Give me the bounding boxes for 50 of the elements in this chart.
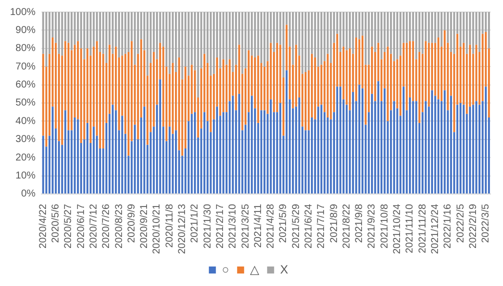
x-tick-label: 2021/1/2	[190, 204, 201, 243]
x-tick-label: 2021/6/24	[303, 204, 314, 248]
x-tick-label: 2021/11/10	[404, 204, 416, 254]
x-tick-label: 2021/5/9	[278, 204, 290, 243]
x-tick-label: 2020/9/21	[139, 204, 150, 248]
x-tick-label: 2021/4/28	[266, 204, 277, 248]
x-tick-label: 2020/7/26	[101, 204, 112, 248]
x-tick-label: 2021/7/17	[316, 204, 328, 248]
x-tick-label: 2020/10/21	[152, 204, 163, 254]
y-tick-label: 100%	[10, 6, 36, 18]
x-tick-label: 2020/8/23	[114, 204, 125, 248]
y-tick-label: 90%	[16, 24, 36, 36]
x-tick-label: 2021/10/24	[392, 204, 404, 254]
x-tick-label: 2020/9/9	[126, 204, 138, 243]
x-tick-label: 2020/4/22	[38, 204, 49, 248]
x-tick-label: 2021/2/17	[214, 204, 226, 248]
x-tick-label: 2021/11/28	[417, 204, 428, 254]
x-tick-label: 2020/6/17	[76, 204, 87, 248]
y-tick-label: 10%	[16, 170, 36, 182]
x-tick-label: 2020/11/8	[164, 204, 176, 248]
x-tick-label: 2022/1/16	[442, 204, 454, 248]
y-tick-label: 20%	[16, 152, 36, 164]
y-tick-label: 40%	[16, 116, 36, 127]
x-tick-label: 2021/5/29	[290, 204, 302, 248]
y-tick-label: 50%	[16, 98, 36, 109]
x-tick-label: 2021/3/25	[240, 204, 252, 248]
x-tick-label: 2021/1/30	[202, 204, 214, 248]
x-tick-label: 2021/8/22	[341, 204, 352, 248]
x-tick-label: 2022/2/19	[468, 204, 479, 248]
y-tick-label: 80%	[16, 43, 36, 54]
y-tick-label: 30%	[16, 134, 36, 146]
x-tick-label: 2020/5/6	[50, 204, 62, 243]
x-tick-label: 2021/10/8	[379, 204, 390, 248]
x-tick-label: 2022/2/5	[455, 204, 466, 243]
x-tick-label: 2021/3/10	[228, 204, 239, 248]
x-tick-label: 2021/8/9	[328, 204, 340, 243]
legend-label: ○	[222, 262, 230, 276]
x-tick-label: 2021/4/11	[252, 204, 264, 248]
x-tick-label: 2021/12/24	[430, 204, 441, 254]
x-tick-label: 2020/5/27	[63, 204, 74, 248]
x-tick-label: 2021/9/8	[354, 204, 366, 243]
y-tick-label: 0%	[21, 188, 36, 200]
x-tick-label: 2020/12/13	[177, 204, 188, 254]
y-tick-label: 70%	[16, 61, 36, 72]
legend-label: X	[280, 262, 288, 276]
legend-label: △	[250, 262, 260, 276]
x-tick-label: 2022/3/5	[480, 204, 492, 243]
x-tick-label: 2021/9/23	[366, 204, 378, 248]
y-tick-label: 60%	[16, 80, 36, 91]
x-tick-label: 2020/7/12	[88, 204, 100, 248]
